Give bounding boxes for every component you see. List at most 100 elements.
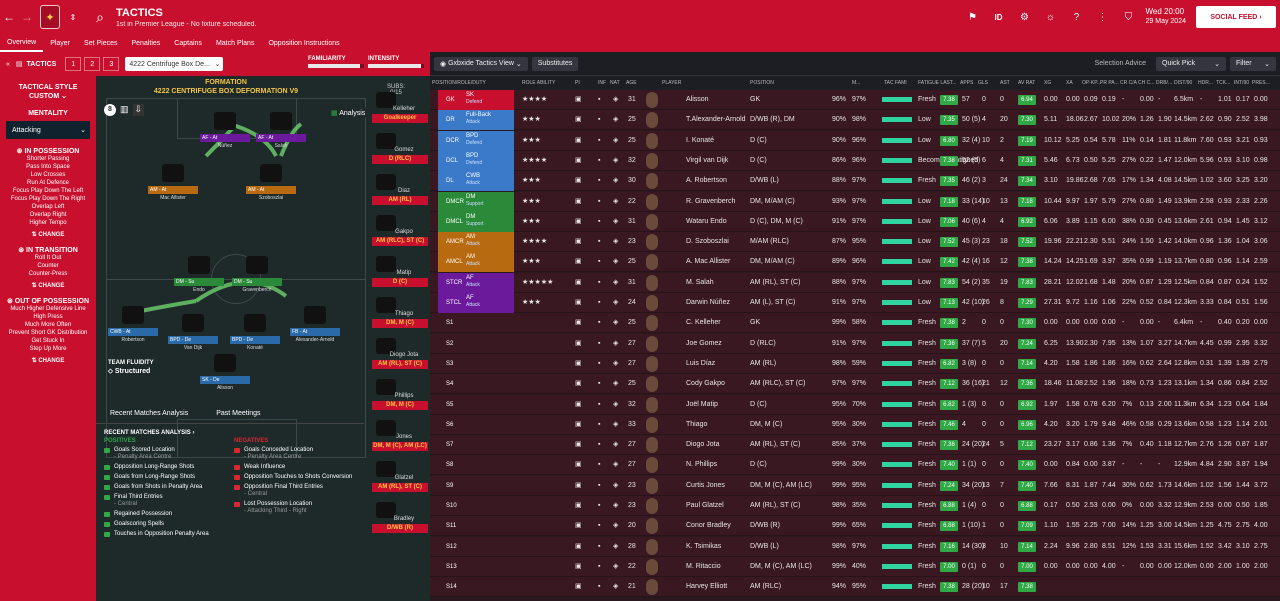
table-row[interactable]: DR Full-Back Attack ★★★ ▣ ▪ ◈ 25 T.Alexander-Arn…: [430, 110, 1280, 131]
pi-icon[interactable]: ▣: [575, 522, 582, 530]
pi-icon[interactable]: ▣: [575, 420, 582, 428]
substitutes-button[interactable]: Substitutes: [531, 56, 579, 71]
tactic-slot-1[interactable]: 1: [65, 57, 82, 71]
pi-icon[interactable]: ▣: [575, 238, 582, 246]
pi-icon[interactable]: ▣: [575, 542, 582, 550]
pi-icon[interactable]: ▣: [575, 441, 582, 449]
out-of-possession-section[interactable]: ⊛ OUT OF POSSESSION Much Higher Defensive…: [0, 297, 96, 364]
pi-icon[interactable]: ▣: [575, 299, 582, 306]
tab-penalties[interactable]: Penalties: [131, 40, 161, 47]
network-icon[interactable]: ⚙: [1020, 11, 1029, 23]
tab-match-plans[interactable]: Match Plans: [215, 40, 255, 47]
player-name[interactable]: Joe Gomez: [686, 339, 722, 347]
pi-icon[interactable]: ▣: [575, 461, 582, 469]
position-cell[interactable]: S4: [438, 374, 514, 394]
player-name[interactable]: Alisson: [686, 96, 709, 103]
column-header[interactable]: GLS: [978, 80, 989, 86]
pi-icon[interactable]: ▣: [575, 380, 582, 388]
column-header[interactable]: DRB/...: [1156, 80, 1173, 86]
column-header[interactable]: DIST/90: [1174, 80, 1193, 86]
player-name[interactable]: Thiago: [686, 420, 708, 428]
column-header[interactable]: POSITION/ROLE/DUTY: [432, 80, 486, 86]
position-cell[interactable]: S14: [438, 577, 514, 597]
sub-player[interactable]: Thiago DM, M (C): [368, 295, 428, 335]
position-cell[interactable]: STCL AF Attack: [438, 293, 514, 313]
table-row[interactable]: DCR BPD Defend ★★★ ▣ ▪ ◈ 25 I. Konaté D (C) 90% 96%…: [430, 130, 1280, 151]
change-button[interactable]: ⇅ CHANGE: [31, 283, 65, 289]
pi-icon[interactable]: ▣: [575, 339, 582, 347]
analysis-item[interactable]: Goals from Shots in Penalty Area: [104, 484, 234, 491]
analysis-button[interactable]: ▦ Analysis: [328, 108, 369, 118]
pi-icon[interactable]: ▣: [575, 319, 582, 327]
table-row[interactable]: S13 ▣ ▪ ◈ 22 M. Ritaccio DM, M (C), AM (LC) 99%…: [430, 556, 1280, 577]
intensity-bar[interactable]: [368, 64, 424, 68]
position-cell[interactable]: S13: [438, 557, 514, 577]
position-cell[interactable]: S2: [438, 334, 514, 354]
column-header[interactable]: ROLE ABILITY: [522, 80, 556, 86]
column-header[interactable]: NAT: [610, 80, 620, 86]
tactic-slot-3[interactable]: 3: [103, 57, 120, 71]
position-cell[interactable]: S6: [438, 415, 514, 435]
position-cell[interactable]: DCL BPD Defend: [438, 150, 514, 171]
table-row[interactable]: S3 ▣ ▪ ◈ 27 Luis Díaz AM (RL) 98% 59% Fresh 6.82 3 …: [430, 353, 1280, 374]
social-feed-button[interactable]: SOCIAL FEED ›: [1196, 6, 1276, 28]
position-cell[interactable]: DMCR DM Support: [438, 191, 514, 212]
in-transition-section[interactable]: ⊛ IN TRANSITION Roll It Out Counter Counter…: [0, 246, 96, 289]
analysis-item[interactable]: Lost Possession Location - Attacking Thir…: [234, 501, 364, 515]
column-header[interactable]: TCK...: [1216, 80, 1231, 86]
column-header[interactable]: APPS: [960, 80, 974, 86]
position-cell[interactable]: S5: [438, 395, 514, 415]
sub-player[interactable]: Glatzel AM (RL), ST (C): [368, 459, 428, 499]
table-row[interactable]: S12 ▣ ▪ ◈ 28 K. Tsimikas D/WB (L) 98% 97% Fresh 7.…: [430, 536, 1280, 557]
chevron-updown-icon[interactable]: ⇕: [69, 12, 77, 22]
player-name[interactable]: Diogo Jota: [686, 441, 720, 449]
column-header[interactable]: PLAYER: [662, 80, 682, 86]
pitch-player[interactable]: AM - At Szoboszlai: [246, 160, 296, 204]
pitch-player[interactable]: AF - At Núñez: [200, 108, 250, 152]
position-cell[interactable]: DL CWB Attack: [438, 171, 514, 192]
table-row[interactable]: DCL BPD Defend ★★★★ ▣ ▪ ◈ 32 Virgil van Dijk D (C…: [430, 150, 1280, 171]
analysis-item[interactable]: Regained Possession: [104, 511, 234, 518]
analysis-item[interactable]: Weak Influence: [234, 464, 364, 471]
column-header[interactable]: XA: [1066, 80, 1073, 86]
sub-player[interactable]: Gomez D (RLC): [368, 131, 428, 171]
pitch-player[interactable]: AM - At Mac Allister: [148, 160, 198, 204]
position-cell[interactable]: STCR AF Attack: [438, 272, 514, 293]
table-row[interactable]: S11 ▣ ▪ ◈ 20 Conor Bradley D/WB (R) 99% 65% Fresh…: [430, 516, 1280, 537]
pitch-player[interactable]: BPD - De Konaté: [230, 310, 280, 354]
column-header[interactable]: PI: [575, 80, 580, 86]
player-name[interactable]: Virgil van Dijk: [686, 156, 729, 164]
table-row[interactable]: S7 ▣ ▪ ◈ 27 Diogo Jota AM (RL), ST (C) 85% 37% Fr…: [430, 435, 1280, 456]
analysis-item[interactable]: Opposition Final Third Entries - Central: [234, 484, 364, 498]
column-header[interactable]: CH C...: [1138, 80, 1155, 86]
player-name[interactable]: Joël Matip: [686, 400, 718, 408]
back-arrow-icon[interactable]: ←: [3, 10, 15, 24]
filter-button[interactable]: Filter ⌄: [1230, 56, 1276, 71]
club-crest-icon[interactable]: ✦: [40, 5, 60, 29]
date-display[interactable]: Wed 20:00 29 May 2024: [1146, 7, 1186, 27]
sub-player[interactable]: Kelleher Goalkeeper: [368, 90, 428, 130]
pi-icon[interactable]: ▣: [575, 177, 582, 185]
download-icon[interactable]: ⇩: [132, 104, 145, 116]
table-row[interactable]: DMCR DM Support ★★★ ▣ ▪ ◈ 22 R. Gravenberch DM, M…: [430, 191, 1280, 212]
sub-player[interactable]: Bradley D/WB (R): [368, 500, 428, 540]
pi-icon[interactable]: ▣: [575, 96, 582, 103]
player-name[interactable]: M. Salah: [686, 278, 714, 286]
collapse-icon[interactable]: «: [6, 60, 10, 68]
pitch-player[interactable]: BPD - De Van Dijk: [168, 310, 218, 354]
player-name[interactable]: A. Robertson: [686, 177, 727, 185]
tab-recent-matches[interactable]: Recent Matches Analysis: [110, 410, 189, 417]
position-cell[interactable]: AMCR AM Attack: [438, 232, 514, 253]
change-button[interactable]: ⇅ CHANGE: [31, 358, 65, 364]
pi-icon[interactable]: ▣: [575, 136, 582, 144]
position-cell[interactable]: S10: [438, 496, 514, 516]
sub-player[interactable]: Jones DM, M (C), AM (LC): [368, 418, 428, 458]
table-row[interactable]: S2 ▣ ▪ ◈ 27 Joe Gomez D (RLC) 91% 97% Fresh 7.36 37…: [430, 333, 1280, 354]
player-name[interactable]: D. Szoboszlai: [686, 238, 729, 246]
pitch-player[interactable]: AF - At Salah: [256, 108, 306, 152]
pi-icon[interactable]: ▣: [575, 562, 582, 570]
table-row[interactable]: S9 ▣ ▪ ◈ 23 Curtis Jones DM, M (C), AM (LC) 99%…: [430, 475, 1280, 496]
tab-captains[interactable]: Captains: [174, 40, 202, 47]
player-name[interactable]: A. Mac Allister: [686, 258, 731, 266]
mentality-select[interactable]: Attacking ⌄: [6, 121, 90, 139]
